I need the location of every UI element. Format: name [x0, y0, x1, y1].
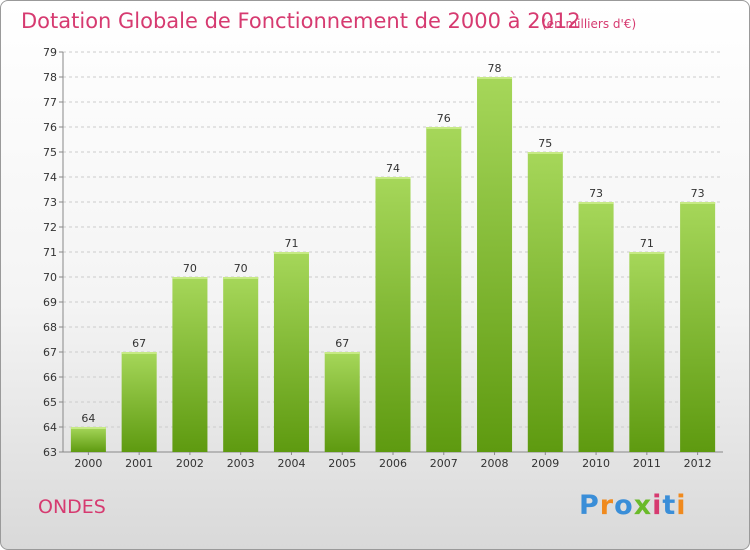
- logo-letter: P: [579, 490, 600, 521]
- y-tick-label: 72: [43, 221, 57, 234]
- commune-name: ONDES: [38, 496, 106, 518]
- x-tick-label: 2012: [684, 457, 712, 470]
- x-tick-label: 2004: [277, 457, 305, 470]
- data-label: 67: [335, 337, 349, 350]
- x-tick-label: 2007: [430, 457, 458, 470]
- logo-letter: o: [614, 490, 634, 521]
- bar-top-edge: [121, 352, 157, 354]
- bar-2002: [172, 277, 208, 452]
- y-tick-label: 67: [43, 346, 57, 359]
- bars: [70, 77, 716, 452]
- bar-top-edge: [578, 202, 614, 204]
- y-tick-label: 64: [43, 421, 57, 434]
- y-tick-label: 78: [43, 71, 57, 84]
- bar-top-edge: [223, 277, 259, 279]
- bar-top-edge: [527, 152, 563, 154]
- x-tick-label: 2006: [379, 457, 407, 470]
- chart-title: Dotation Globale de Fonctionnement de 20…: [21, 9, 581, 33]
- bar-top-edge: [324, 352, 360, 354]
- y-tick-label: 79: [43, 46, 57, 59]
- data-label: 75: [538, 137, 552, 150]
- bar-top-edge: [477, 77, 513, 79]
- bar-2007: [426, 127, 462, 452]
- logo-letter: i: [676, 490, 687, 521]
- bar-top-edge: [70, 427, 106, 429]
- proxiti-logo: Proxiti: [579, 490, 687, 521]
- bar-top-edge: [629, 252, 665, 254]
- x-tick-label: 2002: [176, 457, 204, 470]
- data-label: 73: [691, 187, 705, 200]
- data-label: 64: [81, 412, 95, 425]
- y-tick-label: 66: [43, 371, 57, 384]
- x-tick-label: 2003: [227, 457, 255, 470]
- y-tick-label: 77: [43, 96, 57, 109]
- y-tick-label: 76: [43, 121, 57, 134]
- logo-letter: x: [633, 490, 653, 521]
- data-label: 76: [437, 112, 451, 125]
- bar-2006: [375, 177, 411, 452]
- x-tick-label: 2000: [74, 457, 102, 470]
- x-tick-label: 2011: [633, 457, 661, 470]
- logo-letter: r: [599, 490, 615, 521]
- y-tick-label: 65: [43, 396, 57, 409]
- bar-2001: [121, 352, 157, 452]
- bar-2004: [273, 252, 309, 452]
- bar-top-edge: [273, 252, 309, 254]
- x-tick-label: 2009: [531, 457, 559, 470]
- y-tick-label: 68: [43, 321, 57, 334]
- bar-2005: [324, 352, 360, 452]
- bar-2012: [680, 202, 716, 452]
- x-tick-label: 2001: [125, 457, 153, 470]
- bar-2008: [477, 77, 513, 452]
- bar-2003: [223, 277, 259, 452]
- data-label: 71: [640, 237, 654, 250]
- y-tick-label: 74: [43, 171, 57, 184]
- data-label: 67: [132, 337, 146, 350]
- x-tick-label: 2010: [582, 457, 610, 470]
- bar-top-edge: [375, 177, 411, 179]
- y-tick-label: 63: [43, 446, 57, 459]
- y-tick-label: 70: [43, 271, 57, 284]
- x-tick-label: 2008: [481, 457, 509, 470]
- logo-letter: i: [652, 490, 663, 521]
- labels: 64 2000 67 2001 70 2002 70 2003 71 2004 67 2005 74 20…: [74, 62, 711, 470]
- bar-top-edge: [680, 202, 716, 204]
- bar-top-edge: [172, 277, 208, 279]
- y-tick-label: 71: [43, 246, 57, 259]
- bar-2010: [578, 202, 614, 452]
- data-label: 74: [386, 162, 400, 175]
- y-tick-label: 75: [43, 146, 57, 159]
- data-label: 70: [183, 262, 197, 275]
- y-tick-label: 73: [43, 196, 57, 209]
- logo-letter: t: [662, 490, 677, 521]
- y-tick-label: 69: [43, 296, 57, 309]
- data-label: 70: [234, 262, 248, 275]
- x-tick-label: 2005: [328, 457, 356, 470]
- data-label: 78: [488, 62, 502, 75]
- bar-top-edge: [426, 127, 462, 129]
- data-label: 73: [589, 187, 603, 200]
- bar-2009: [527, 152, 563, 452]
- bar-2011: [629, 252, 665, 452]
- bar-2000: [70, 427, 106, 452]
- chart-unit: (en milliers d'€): [542, 17, 637, 31]
- data-label: 71: [284, 237, 298, 250]
